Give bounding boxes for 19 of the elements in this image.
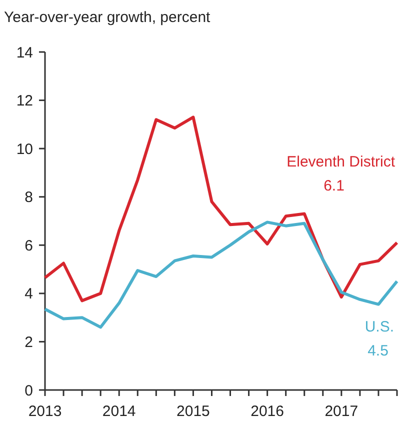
y-tick-label: 6 xyxy=(24,237,33,254)
series-label: U.S. xyxy=(364,318,394,336)
x-tick-label: 2016 xyxy=(250,403,284,420)
y-axis-title: Year-over-year growth, percent xyxy=(4,9,212,26)
y-tick-label: 14 xyxy=(16,44,33,62)
y-tick-label: 4 xyxy=(24,286,33,303)
x-tick-label: 2013 xyxy=(28,403,62,420)
annotation: 6.1 xyxy=(324,178,344,195)
annotation: 4.5 xyxy=(368,342,388,360)
y-tick-label: 8 xyxy=(24,189,33,206)
y-tick-label: 10 xyxy=(16,140,33,158)
line-series xyxy=(44,116,398,302)
y-tick-label: 12 xyxy=(16,92,33,110)
text: Eleventh District xyxy=(286,154,396,171)
x-tick-label: 2017 xyxy=(324,403,358,420)
x-tick-label: 2015 xyxy=(176,403,210,420)
y-tick-label: 2 xyxy=(24,334,33,351)
y-tick-label: 0 xyxy=(24,382,33,400)
x-tick-label: 2014 xyxy=(102,403,136,420)
